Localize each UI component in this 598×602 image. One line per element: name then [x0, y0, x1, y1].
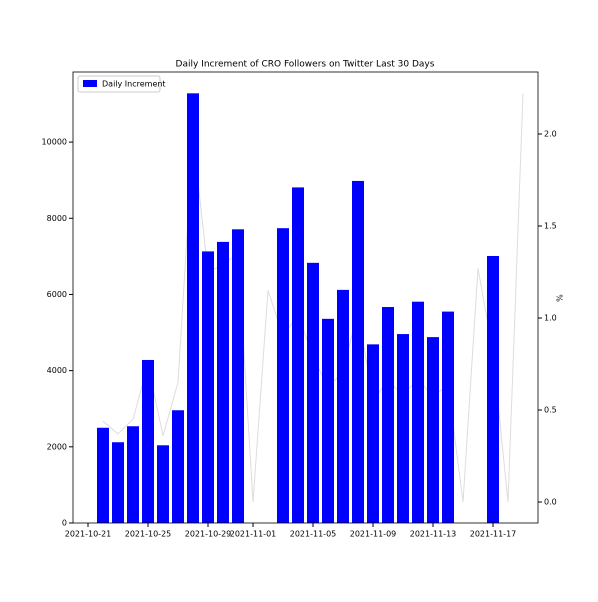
y2-tick-label: 2.0	[544, 130, 557, 139]
x-tick-label: 2021-10-25	[125, 530, 172, 539]
bar	[187, 93, 199, 523]
bar	[307, 262, 319, 523]
bar	[412, 301, 424, 523]
bar	[232, 229, 244, 524]
x-tick-label: 2021-10-29	[185, 530, 232, 539]
chart-title: Daily Increment of CRO Followers on Twit…	[176, 60, 435, 70]
x-tick-label: 2021-11-09	[350, 530, 397, 539]
y2-tick-label: 1.5	[544, 222, 557, 231]
legend-box	[77, 75, 161, 93]
bar	[352, 180, 364, 524]
x-tick-label: 2021-11-01	[230, 530, 277, 539]
bar	[127, 426, 139, 523]
bar	[427, 337, 439, 523]
bar	[367, 344, 379, 523]
plot-frame	[72, 71, 539, 524]
bar	[172, 410, 184, 523]
y-tick-label: 8000	[47, 214, 67, 223]
bar	[217, 241, 229, 523]
y-tick-label: 4000	[47, 366, 67, 375]
bar	[277, 228, 289, 523]
bar	[142, 359, 154, 523]
y-tick-label: 10000	[42, 138, 67, 147]
bar	[397, 334, 409, 523]
y2-tick-label: 0.5	[544, 406, 557, 415]
bar	[202, 251, 214, 524]
x-tick-label: 2021-11-13	[410, 530, 457, 539]
bar	[112, 442, 124, 523]
bar	[292, 187, 304, 523]
y2-tick-label: 0.0	[544, 498, 557, 507]
x-tick-label: 2021-11-17	[470, 530, 517, 539]
y2-tick-label: 1.0	[544, 314, 557, 323]
bar	[322, 318, 334, 523]
bar	[337, 289, 349, 523]
legend-label: Daily Increment	[102, 80, 166, 89]
y-tick-label: 0	[62, 519, 67, 528]
y-tick-label: 2000	[47, 442, 67, 451]
x-tick-label: 2021-10-21	[65, 530, 112, 539]
y-tick-label: 6000	[47, 290, 67, 299]
bar	[157, 445, 169, 523]
bar	[442, 311, 454, 523]
bar	[382, 307, 394, 523]
y2-axis-label: %	[556, 294, 565, 302]
bar	[97, 427, 109, 523]
bar	[487, 255, 499, 523]
x-tick-label: 2021-11-05	[290, 530, 337, 539]
legend-swatch	[83, 80, 97, 87]
